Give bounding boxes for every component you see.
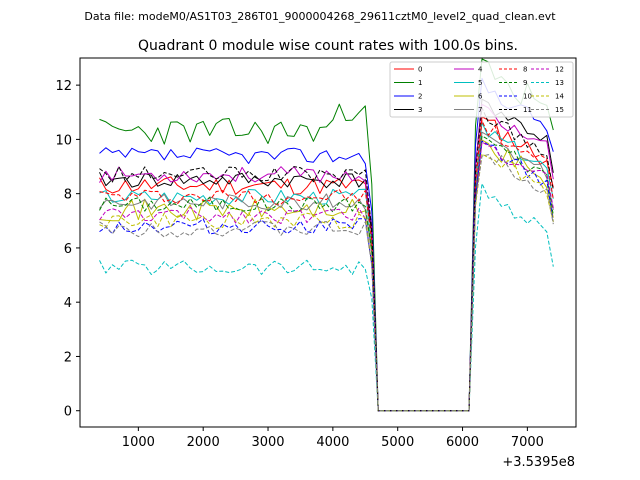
legend-label-6: 6	[478, 93, 483, 101]
series-line-8	[99, 120, 554, 412]
legend-label-8: 8	[523, 66, 527, 74]
chart-title: Quadrant 0 module wise count rates with …	[138, 38, 518, 54]
legend-label-0: 0	[418, 66, 422, 74]
series-line-12	[99, 141, 554, 412]
series-line-6	[99, 139, 554, 412]
legend-label-3: 3	[418, 106, 422, 114]
x-tick-label: 3000	[251, 435, 284, 450]
series-line-13	[99, 183, 554, 412]
x-tick-label: 6000	[446, 435, 479, 450]
y-tick-label: 8	[64, 188, 72, 203]
legend-label-12: 12	[555, 66, 564, 74]
y-tick-label: 2	[64, 350, 72, 365]
plot-area	[80, 58, 576, 427]
series-line-4	[99, 103, 554, 412]
series-line-14	[99, 153, 554, 412]
y-tick-label: 10	[55, 133, 72, 148]
legend-label-10: 10	[523, 93, 532, 101]
y-tick-label: 0	[64, 405, 72, 420]
x-tick-label: 5000	[381, 435, 414, 450]
chart-header: Data file: modeM0/AS1T03_286T01_90000042…	[84, 10, 556, 23]
legend-label-4: 4	[478, 66, 483, 74]
series-line-7	[99, 131, 554, 412]
series-group	[99, 58, 554, 412]
legend-label-2: 2	[418, 93, 422, 101]
series-line-11	[99, 107, 554, 412]
y-tick-label: 4	[64, 296, 72, 311]
x-axis: 1000 2000 3000 4000 5000 6000 7000	[122, 427, 544, 450]
y-tick-label: 12	[55, 79, 72, 94]
legend-label-9: 9	[523, 79, 527, 87]
x-offset-label: +3.5395e8	[502, 455, 575, 470]
x-tick-label: 2000	[187, 435, 220, 450]
legend-label-15: 15	[555, 106, 564, 114]
legend-label-7: 7	[478, 106, 482, 114]
legend-label-14: 14	[555, 93, 564, 101]
legend-label-13: 13	[555, 79, 564, 87]
y-tick-label: 6	[64, 242, 72, 257]
series-line-2	[99, 77, 554, 412]
x-tick-label: 1000	[122, 435, 155, 450]
series-line-15	[99, 154, 554, 412]
x-tick-label: 4000	[316, 435, 349, 450]
y-axis: 0 2 4 6 8 10 12	[55, 79, 80, 420]
legend-label-1: 1	[418, 79, 422, 87]
legend-box	[389, 61, 574, 118]
x-tick-label: 7000	[511, 435, 544, 450]
plot-frame	[79, 57, 577, 428]
legend-label-5: 5	[478, 79, 482, 87]
legend-label-11: 11	[523, 106, 532, 114]
